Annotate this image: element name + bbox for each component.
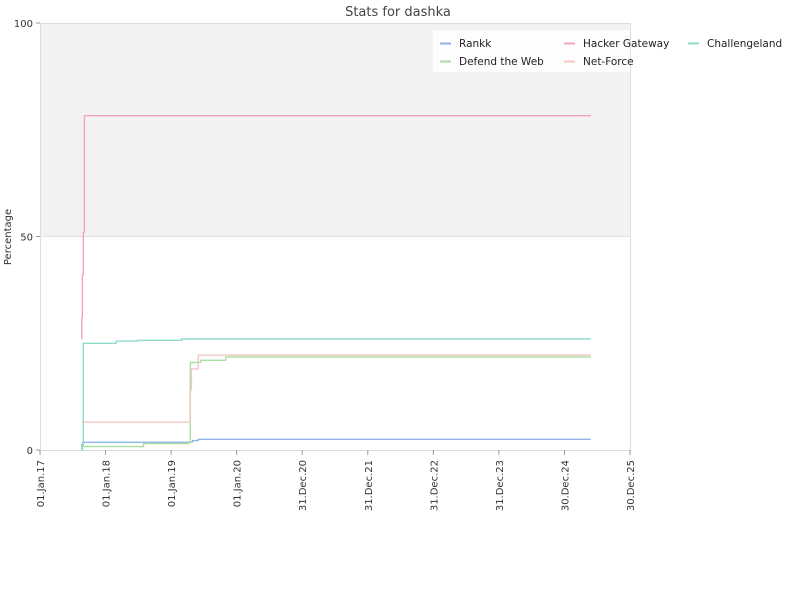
y-tick-label: 0 xyxy=(27,446,33,457)
series-line-net-force xyxy=(81,354,591,423)
y-axis-label: Percentage xyxy=(3,209,14,265)
x-tick-label: 31.Dec.23 xyxy=(495,460,506,511)
x-tick-label: 01.Jan.18 xyxy=(102,460,113,507)
legend-label-challengeland: Challengeland xyxy=(707,38,782,50)
legend-background xyxy=(433,30,630,72)
legend-label-rankk: Rankk xyxy=(459,38,492,50)
series-line-rankk xyxy=(81,438,591,451)
y-tick-label: 50 xyxy=(20,233,33,244)
x-tick-label: 31.Dec.21 xyxy=(364,460,375,511)
legend-label-defend-the-web: Defend the Web xyxy=(459,56,544,68)
plot-area: 0 50 100 01.Jan.17 01.Jan.18 01.Jan.19 01.Jan.… xyxy=(14,19,637,511)
plot-border xyxy=(40,23,631,451)
series-line-hacker-gateway xyxy=(81,115,591,340)
x-tick-label: 30.Dec.24 xyxy=(560,460,571,511)
x-tick-label: 01.Jan.20 xyxy=(233,460,244,507)
x-tick-label: 01.Jan.17 xyxy=(36,460,47,507)
y-tick-label: 100 xyxy=(14,19,33,30)
x-tick-label: 31.Dec.20 xyxy=(298,460,309,511)
legend-label-hacker-gateway: Hacker Gateway xyxy=(583,38,669,50)
x-tick-label: 31.Dec.22 xyxy=(429,460,440,511)
x-tick-label: 01.Jan.19 xyxy=(167,460,178,507)
chart-title: Stats for dashka xyxy=(345,5,451,20)
legend: Rankk Hacker Gateway Challengeland Defend t… xyxy=(433,30,782,72)
legend-label-net-force: Net-Force xyxy=(583,56,634,68)
x-tick-label: 30.Dec.25 xyxy=(626,460,637,511)
series-line-defend-the-web xyxy=(81,356,591,451)
